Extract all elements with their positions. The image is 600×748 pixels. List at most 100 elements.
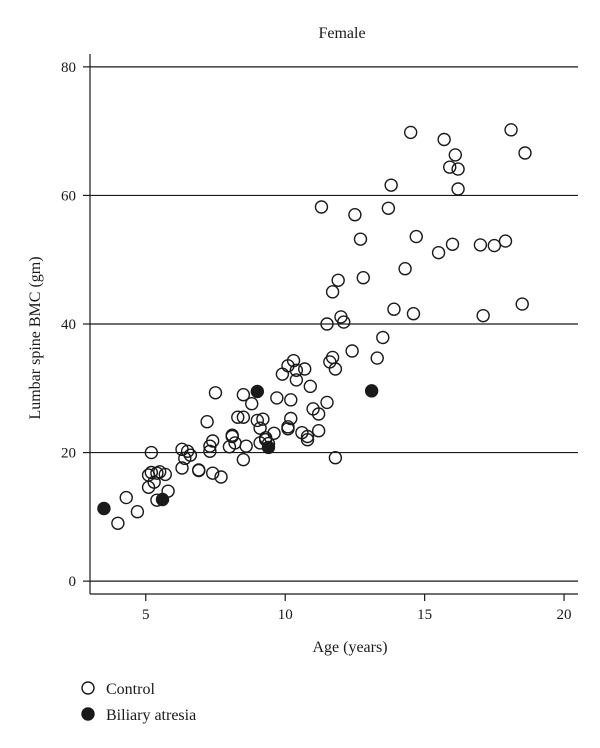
point-control-34 — [236, 452, 251, 467]
y-tick-label-60: 60 — [61, 188, 76, 204]
legend-marker-control — [81, 681, 95, 695]
x-tick-label-5: 5 — [142, 607, 150, 623]
x-axis-ticks: 5 10 15 20 — [142, 594, 572, 623]
point-control-62 — [311, 407, 326, 421]
point-control-82 — [387, 302, 401, 316]
point-control-96 — [487, 238, 502, 253]
point-control-76 — [353, 232, 368, 246]
point-control-73 — [337, 315, 351, 329]
point-control-68 — [325, 285, 340, 299]
y-tick-label-0: 0 — [69, 574, 77, 590]
point-control-25 — [208, 386, 223, 400]
point-control-87 — [431, 245, 446, 260]
point-biliary-atresia-4 — [364, 384, 379, 398]
point-control-75 — [348, 208, 362, 222]
point-control-17 — [183, 448, 198, 462]
point-control-32 — [236, 410, 251, 424]
point-control-52 — [286, 353, 301, 368]
point-control-21 — [203, 444, 217, 458]
point-biliary-atresia-0 — [97, 501, 111, 516]
point-control-85 — [406, 307, 421, 321]
point-biliary-atresia-3 — [261, 440, 276, 455]
point-control-63 — [314, 200, 329, 214]
point-control-83 — [398, 262, 412, 276]
point-control-51 — [284, 411, 298, 426]
point-control-86 — [409, 229, 423, 244]
point-control-54 — [289, 373, 304, 387]
point-control-90 — [445, 237, 460, 251]
point-control-69 — [328, 362, 343, 376]
point-control-61 — [311, 424, 326, 438]
point-control-2 — [130, 505, 145, 519]
y-tick-label-40: 40 — [61, 317, 76, 333]
x-tick-label-20: 20 — [557, 607, 572, 623]
point-control-93 — [451, 182, 465, 196]
y-tick-label-20: 20 — [61, 446, 76, 462]
point-control-23 — [205, 434, 220, 448]
point-control-0 — [111, 516, 125, 530]
point-control-46 — [275, 367, 290, 381]
point-control-64 — [320, 395, 334, 410]
point-control-65 — [320, 317, 334, 331]
point-control-80 — [381, 201, 396, 215]
legend-marker-biliary-atresia — [81, 707, 95, 721]
y-axis-label: Lumbar spine BMC (gm) — [27, 256, 44, 419]
point-control-31 — [231, 410, 245, 424]
y-axis-ticks: 0 20 40 60 80 — [61, 60, 90, 590]
point-control-91 — [448, 148, 463, 162]
point-control-33 — [236, 388, 251, 402]
point-control-74 — [345, 344, 359, 358]
point-control-1 — [119, 490, 133, 505]
chart-title: Female — [318, 25, 365, 42]
point-control-57 — [300, 433, 315, 447]
point-biliary-atresia-2 — [250, 384, 265, 399]
point-control-26 — [214, 470, 228, 484]
point-control-81 — [384, 178, 398, 192]
y-tick-label-80: 80 — [61, 60, 76, 76]
point-control-37 — [250, 413, 265, 428]
point-control-70 — [328, 451, 343, 465]
point-control-59 — [303, 379, 317, 394]
point-control-97 — [498, 234, 513, 248]
point-control-94 — [473, 238, 488, 252]
point-control-24 — [205, 466, 220, 480]
point-control-50 — [284, 393, 298, 407]
point-control-5 — [144, 465, 159, 480]
legend-label-control: Control — [106, 681, 155, 698]
point-biliary-atresia-1 — [155, 492, 170, 507]
point-control-58 — [300, 429, 315, 444]
gridlines — [90, 66, 578, 582]
point-control-100 — [518, 146, 532, 160]
x-tick-label-10: 10 — [278, 607, 293, 623]
point-control-36 — [245, 397, 259, 411]
point-control-56 — [298, 362, 312, 376]
point-control-78 — [370, 351, 384, 365]
legend-label-biliary-atresia: Biliary atresia — [106, 707, 196, 724]
point-control-20 — [200, 415, 214, 429]
point-control-35 — [239, 439, 253, 453]
x-tick-label-15: 15 — [417, 607, 432, 623]
point-control-40 — [256, 412, 270, 426]
point-control-99 — [515, 297, 529, 311]
point-control-89 — [443, 160, 457, 174]
point-control-77 — [356, 271, 370, 285]
legend: Control Biliary atresia — [81, 681, 196, 724]
point-control-6 — [144, 445, 159, 460]
point-control-84 — [403, 125, 418, 140]
point-control-79 — [376, 330, 390, 345]
x-axis-label: Age (years) — [312, 639, 387, 656]
point-control-45 — [270, 391, 284, 405]
point-control-53 — [289, 363, 304, 377]
point-control-29 — [225, 428, 239, 442]
point-control-92 — [451, 162, 465, 176]
point-control-71 — [331, 273, 345, 287]
point-control-88 — [437, 132, 451, 147]
point-control-13 — [175, 461, 189, 475]
point-control-95 — [476, 308, 490, 323]
data-points — [97, 123, 532, 530]
point-control-49 — [281, 420, 295, 434]
point-control-44 — [267, 426, 281, 440]
point-control-98 — [504, 123, 518, 137]
point-control-19 — [192, 463, 206, 477]
